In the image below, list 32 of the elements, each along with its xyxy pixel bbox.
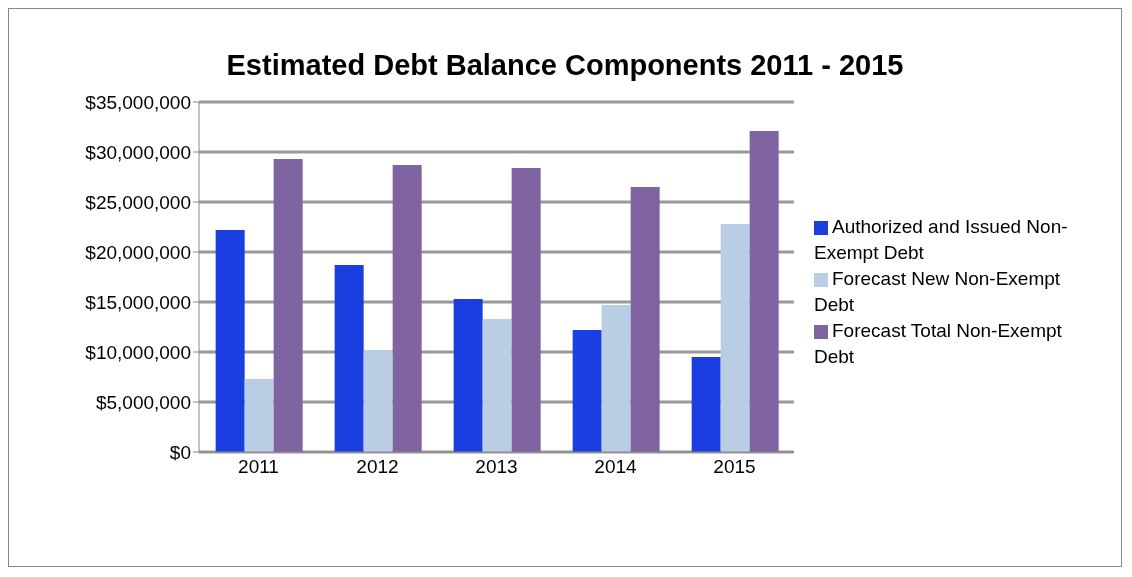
bar [273,159,303,452]
x-tick-label: 2011 [238,456,279,478]
bar [691,357,721,452]
bar [363,350,393,452]
bar [630,187,660,452]
x-tick-label: 2015 [713,456,756,478]
y-tick-label: $35,000,000 [85,91,191,113]
legend-label: Authorized and Issued Non-Exempt Debt [814,216,1068,263]
x-tick-label: 2013 [475,456,518,478]
bar [482,319,512,452]
bar [749,131,779,452]
legend-label: Forecast Total Non-Exempt Debt [814,320,1062,367]
bar [244,379,274,452]
y-tick-label: $0 [169,441,191,463]
bar [392,165,422,452]
y-tick-label: $20,000,000 [85,241,191,263]
bar [720,224,750,452]
bar [511,168,541,452]
x-tick-label: 2012 [356,456,399,478]
y-tick-label: $10,000,000 [85,341,191,363]
x-tick-label: 2014 [594,456,638,478]
legend-label: Forecast New Non-Exempt Debt [814,268,1061,315]
bar [215,230,245,452]
y-tick-label: $30,000,000 [85,141,191,163]
y-tick-label: $15,000,000 [85,291,191,313]
y-tick-label: $5,000,000 [95,391,191,413]
bar [601,305,631,452]
chart-title: Estimated Debt Balance Components 2011 - 2015 [225,49,905,82]
bar [572,330,602,452]
y-tick-label: $25,000,000 [85,191,191,213]
bar [334,265,364,452]
bar [453,299,483,452]
